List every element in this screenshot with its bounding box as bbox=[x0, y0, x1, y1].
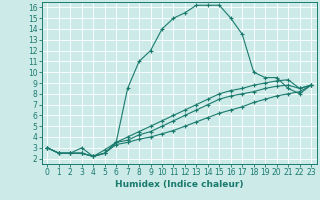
X-axis label: Humidex (Indice chaleur): Humidex (Indice chaleur) bbox=[115, 180, 244, 189]
